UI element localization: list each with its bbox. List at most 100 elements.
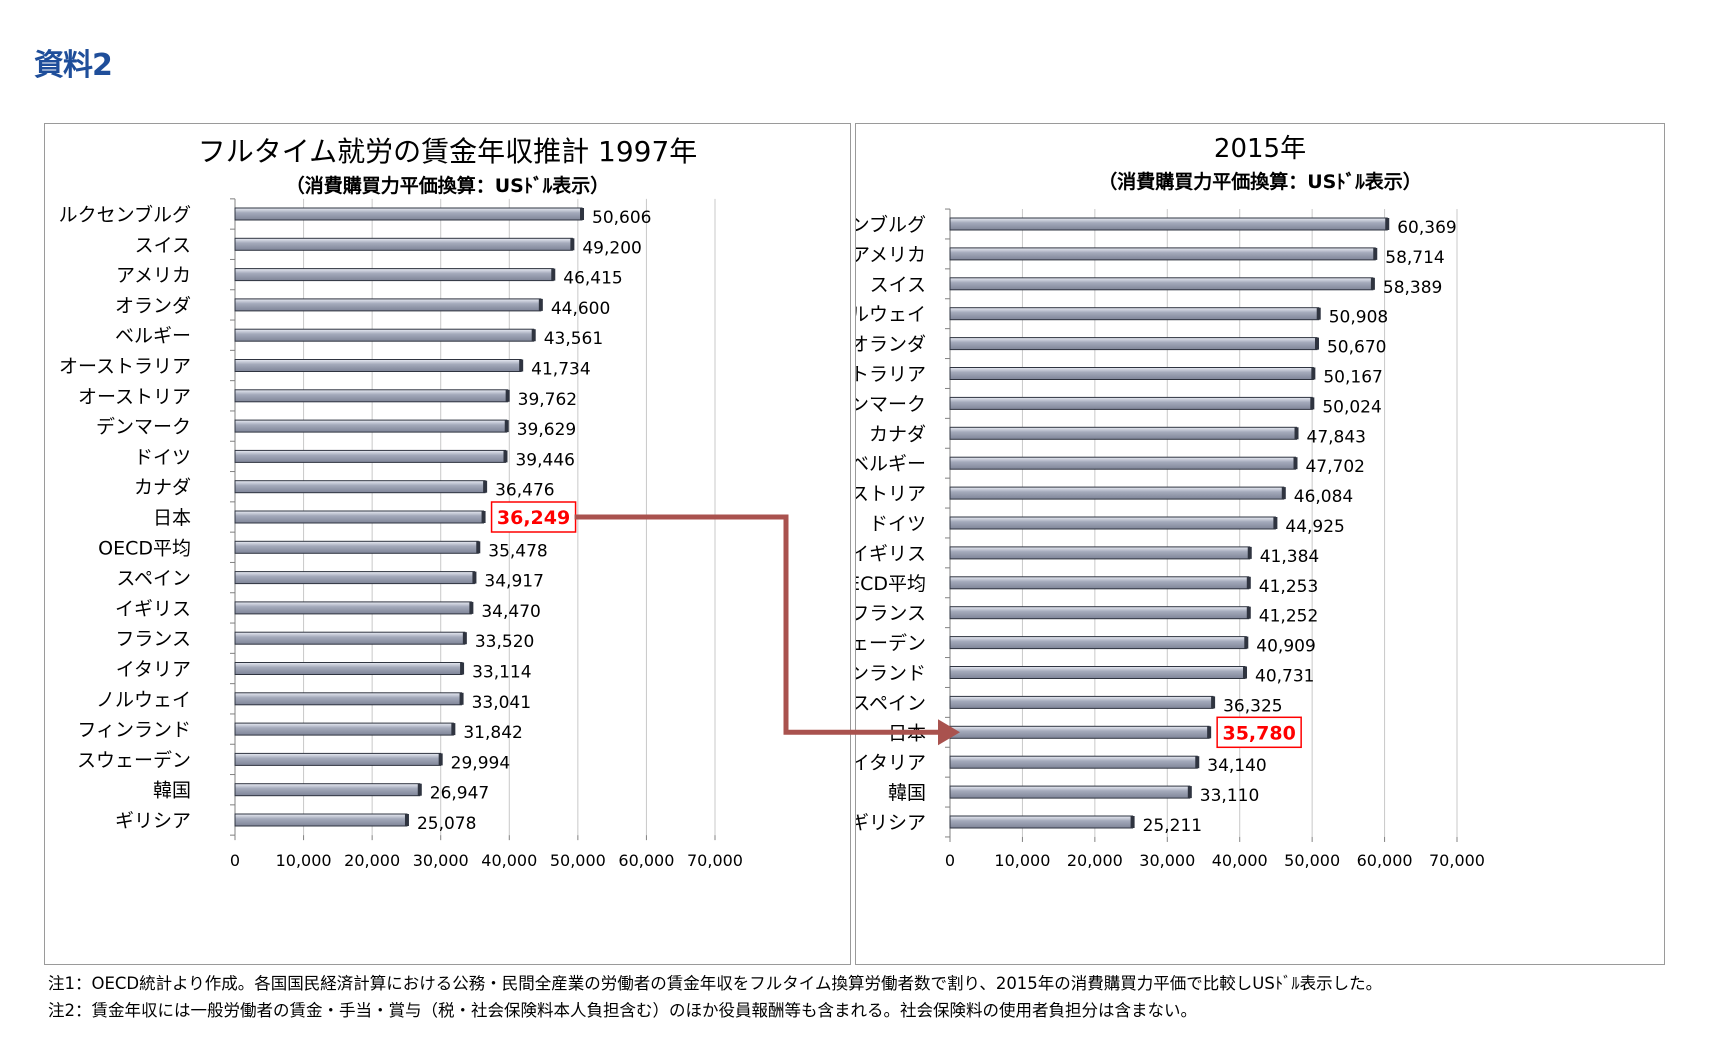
value-label: 50,606: [592, 208, 651, 228]
bar: [234, 207, 583, 221]
bar-cap: [1244, 636, 1249, 649]
value-label: 50,670: [1327, 338, 1386, 358]
category-label: スウェーデン: [856, 633, 926, 655]
category-label: ルクセンブルグ: [856, 213, 926, 236]
chart-subtitle: （消費購買力平価換算：USﾄﾞﾙ表示）: [286, 174, 610, 197]
bar-cap: [1246, 576, 1251, 589]
category-label: ルクセンブルグ: [59, 203, 191, 226]
x-tick-label: 70,000: [1429, 851, 1485, 870]
value-label: 35,478: [488, 541, 547, 561]
category-label: OECD平均: [98, 537, 191, 559]
category-label: イギリス: [856, 543, 926, 565]
bar: [234, 662, 463, 675]
category-label: フィンランド: [856, 663, 926, 685]
category-label: オーストラリア: [856, 364, 926, 386]
bar-cap: [1273, 517, 1278, 529]
bar: [234, 268, 554, 282]
bar: [234, 692, 463, 706]
value-label: 31,842: [463, 723, 522, 743]
bar-cap: [483, 480, 488, 493]
value-label: 25,078: [417, 814, 476, 834]
value-label-highlight: 36,249: [497, 507, 570, 529]
bar-cap: [580, 208, 585, 220]
bar-cap: [1385, 218, 1390, 230]
bar: [949, 396, 1313, 410]
value-label: 46,415: [563, 269, 622, 289]
bar-cap: [462, 632, 467, 645]
category-label: オーストリア: [78, 386, 191, 408]
bar-cap: [1293, 457, 1298, 470]
category-label: スイス: [870, 274, 926, 296]
footnote-1: 注1：OECD統計より作成。各国国民経済計算における公務・民間全産業の労働者の賃…: [48, 974, 1383, 993]
category-label: ドイツ: [869, 513, 926, 535]
highlight-box: [490, 501, 577, 533]
value-label: 47,843: [1307, 427, 1366, 447]
value-label: 49,200: [582, 238, 641, 258]
bar-cap: [1243, 666, 1248, 679]
category-label: 韓国: [153, 780, 191, 802]
category-label: ベルギー: [115, 325, 191, 347]
category-label: ギリシア: [115, 810, 191, 832]
category-label: アメリカ: [116, 265, 191, 287]
category-label: スペイン: [856, 692, 926, 714]
bar: [949, 725, 1210, 739]
bar: [949, 785, 1191, 799]
bar: [949, 636, 1247, 650]
value-label: 39,762: [518, 390, 577, 410]
document-label: 資料2: [34, 48, 113, 83]
value-label: 34,917: [484, 572, 543, 592]
bar: [234, 631, 466, 645]
value-label: 33,114: [472, 663, 531, 683]
value-label: 29,994: [451, 753, 510, 773]
bar-cap: [505, 389, 510, 402]
value-label: 44,925: [1285, 517, 1344, 537]
value-label: 41,384: [1260, 547, 1319, 567]
value-label: 41,734: [531, 360, 590, 380]
category-label: ノルウェイ: [96, 689, 191, 711]
category-label: 日本: [153, 507, 191, 529]
bar-cap: [1207, 726, 1212, 739]
bar: [234, 419, 508, 433]
bar-cap: [459, 692, 464, 705]
value-label: 26,947: [430, 784, 489, 804]
value-label: 25,211: [1143, 816, 1202, 836]
bar-cap: [1195, 756, 1200, 769]
bar-cap: [538, 298, 543, 311]
bar-cap: [1373, 247, 1378, 260]
value-label: 50,024: [1322, 397, 1381, 417]
category-label: スイス: [135, 234, 191, 256]
bar-cap: [504, 420, 509, 433]
bar-cap: [451, 723, 456, 736]
value-label: 43,561: [544, 329, 603, 349]
bar-cap: [1310, 397, 1315, 410]
bar-cap: [531, 329, 536, 342]
bar: [949, 426, 1298, 440]
category-label: イギリス: [115, 598, 191, 620]
bar: [949, 666, 1246, 679]
x-tick-label: 30,000: [1139, 851, 1195, 870]
x-tick-label: 50,000: [550, 851, 606, 870]
bar: [234, 328, 535, 342]
bar-cap: [469, 601, 474, 614]
value-label: 44,600: [551, 299, 610, 319]
bar: [234, 601, 472, 615]
x-tick-label: 20,000: [1067, 851, 1123, 870]
bar-cap: [460, 662, 465, 675]
value-label: 41,252: [1259, 607, 1318, 627]
value-label: 39,446: [515, 450, 574, 470]
bar: [949, 755, 1198, 769]
category-label: アメリカ: [856, 244, 926, 266]
bar: [234, 389, 509, 403]
bar: [949, 695, 1214, 709]
x-tick-label: 20,000: [344, 851, 400, 870]
bar-cap: [503, 450, 508, 463]
x-tick-label: 10,000: [276, 851, 332, 870]
bar-cap: [1187, 786, 1192, 799]
bar: [949, 606, 1250, 620]
bar: [234, 510, 485, 524]
bar: [234, 237, 573, 251]
bar: [949, 486, 1285, 500]
category-label: ギリシア: [856, 812, 926, 834]
bar-cap: [1314, 337, 1319, 350]
chart-panel-1997: フルタイム就労の賃金年収推計 1997年 （消費購買力平価換算：USﾄﾞﾙ表示） 0…: [44, 123, 851, 965]
